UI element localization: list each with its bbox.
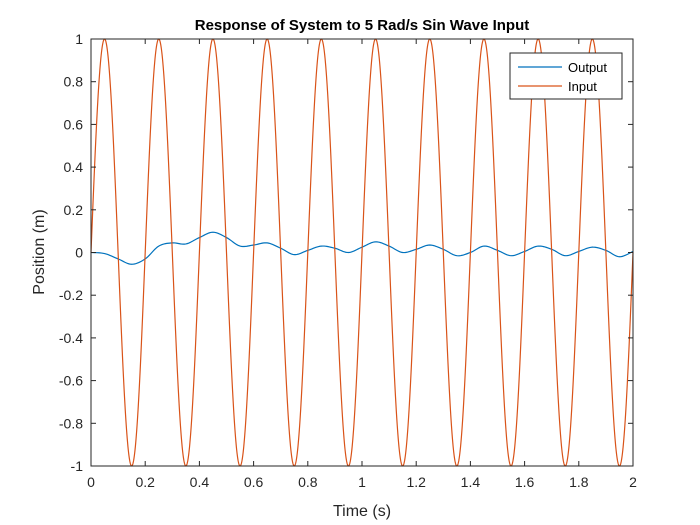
chart-title: Response of System to 5 Rad/s Sin Wave I…: [195, 17, 530, 34]
x-tick-label: 1: [358, 474, 366, 490]
y-tick-label: 1: [75, 31, 83, 47]
legend-label: Input: [568, 79, 597, 94]
axes-layer: 0 0.2 0.4 0.6 0.8 1 1.2 1.4 1.6 1.8 2 -1 -0.8 -0.6 -0.…: [59, 31, 637, 490]
x-tick-label: 1.8: [569, 474, 589, 490]
x-tick-label: 1.4: [461, 474, 481, 490]
y-tick-label: -0.2: [59, 287, 83, 303]
x-tick-label: 0.2: [135, 474, 155, 490]
x-tick-label: 2: [629, 474, 637, 490]
x-tick-label: 0.4: [190, 474, 210, 490]
y-tick-label: -1: [71, 458, 84, 474]
legend: Output Input: [509, 52, 623, 100]
x-tick-label: 1.6: [515, 474, 535, 490]
x-tick-label: 1.2: [406, 474, 426, 490]
y-tick-label: 0.2: [64, 202, 84, 218]
y-tick-label: 0.6: [64, 116, 84, 132]
legend-box: [509, 52, 623, 100]
y-axis-label: Position (m): [31, 209, 48, 294]
y-tick-label: -0.6: [59, 373, 83, 389]
y-tick-label: 0.4: [64, 159, 84, 175]
x-tick-label: 0.6: [244, 474, 264, 490]
y-tick-label: -0.8: [59, 415, 83, 431]
y-tick-label: 0: [75, 245, 83, 261]
y-tick-label: -0.4: [59, 330, 83, 346]
y-tick-label: 0.8: [64, 74, 84, 90]
legend-label: Output: [568, 60, 607, 75]
x-tick-label: 0.8: [298, 474, 318, 490]
x-tick-label: 0: [87, 474, 95, 490]
x-axis-label: Time (s): [333, 503, 391, 520]
